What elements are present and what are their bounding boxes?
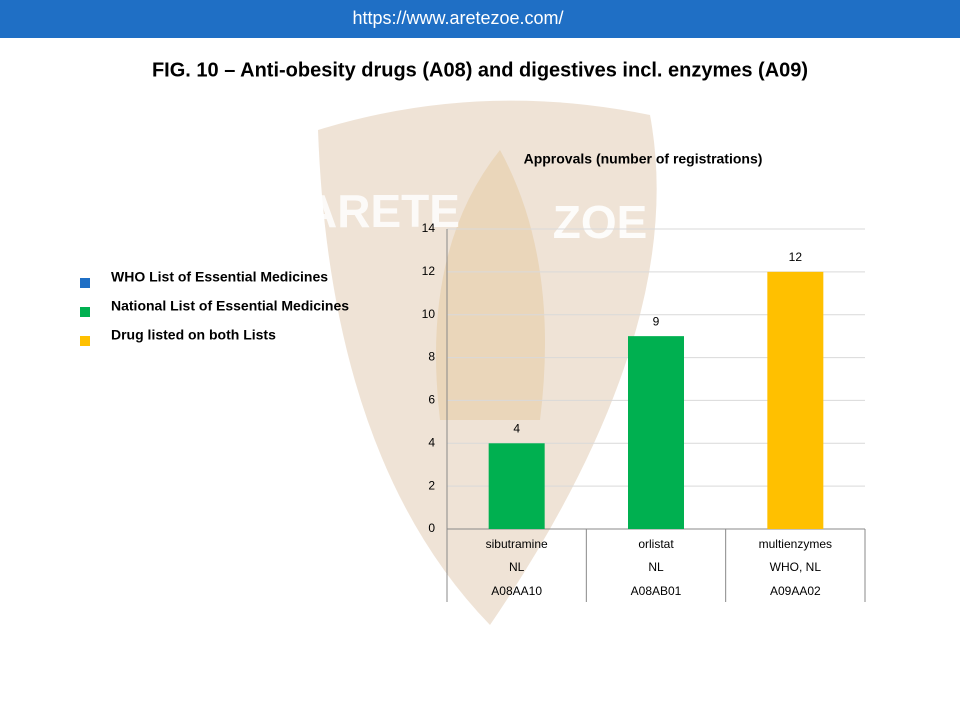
- bar: [488, 443, 545, 529]
- x-tick-sublabel: WHO, NL: [770, 560, 822, 574]
- bar: [628, 336, 684, 529]
- data-label: 12: [789, 250, 803, 264]
- bar: [767, 271, 824, 529]
- x-tick-label: sibutramine: [486, 537, 548, 551]
- watermark-text: ARETE: [304, 185, 460, 237]
- legend-label: WHO List of Essential Medicines: [111, 269, 328, 285]
- y-tick-label: 10: [422, 307, 436, 321]
- header-bar: [0, 0, 960, 38]
- legend-swatch: [80, 278, 90, 288]
- y-tick-label: 0: [428, 521, 435, 535]
- y-tick-label: 6: [428, 393, 435, 407]
- watermark-shield: [318, 100, 657, 625]
- chart-title: Approvals (number of registrations): [524, 151, 763, 167]
- x-tick-sublabel: A08AB01: [631, 584, 682, 598]
- y-tick-label: 12: [422, 264, 436, 278]
- y-tick-label: 4: [428, 435, 435, 449]
- header-url[interactable]: https://www.aretezoe.com/: [352, 8, 563, 28]
- data-label: 9: [653, 314, 660, 328]
- x-tick-sublabel: NL: [648, 560, 664, 574]
- watermark-torch: [436, 150, 545, 420]
- x-tick-label: multienzymes: [759, 537, 832, 551]
- legend-label: Drug listed on both Lists: [111, 327, 276, 343]
- legend-label: National List of Essential Medicines: [111, 298, 349, 314]
- y-tick-label: 8: [428, 350, 435, 364]
- figure-title: FIG. 10 – Anti-obesity drugs (A08) and d…: [152, 59, 808, 81]
- watermark-text: ZOE: [553, 196, 648, 248]
- x-tick-sublabel: NL: [509, 560, 525, 574]
- x-tick-sublabel: A08AA10: [491, 584, 542, 598]
- x-tick-sublabel: A09AA02: [770, 584, 821, 598]
- y-tick-label: 2: [428, 478, 435, 492]
- legend-swatch: [80, 307, 90, 317]
- legend-swatch: [80, 336, 90, 346]
- data-label: 4: [513, 421, 520, 435]
- y-tick-label: 14: [422, 221, 436, 235]
- x-tick-label: orlistat: [638, 537, 674, 551]
